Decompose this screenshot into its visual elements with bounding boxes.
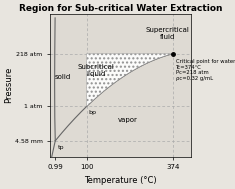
- Text: tp: tp: [58, 145, 64, 150]
- Y-axis label: Pressure: Pressure: [4, 67, 13, 104]
- X-axis label: Temperature (°C): Temperature (°C): [84, 176, 157, 185]
- Text: bp: bp: [88, 110, 96, 115]
- Title: Region for Sub-critical Water Extraction: Region for Sub-critical Water Extraction: [19, 4, 222, 13]
- Polygon shape: [87, 54, 173, 106]
- Text: Supercritical
fluid: Supercritical fluid: [145, 27, 189, 40]
- Text: vapor: vapor: [118, 117, 138, 123]
- Text: solid: solid: [55, 74, 71, 80]
- Text: Subcritical
liquid: Subcritical liquid: [78, 64, 114, 77]
- Text: Critical point for water
Tc=374°C
Pc=218 atm
ρc=0.32 g/mL: Critical point for water Tc=374°C Pc=218…: [176, 59, 235, 81]
